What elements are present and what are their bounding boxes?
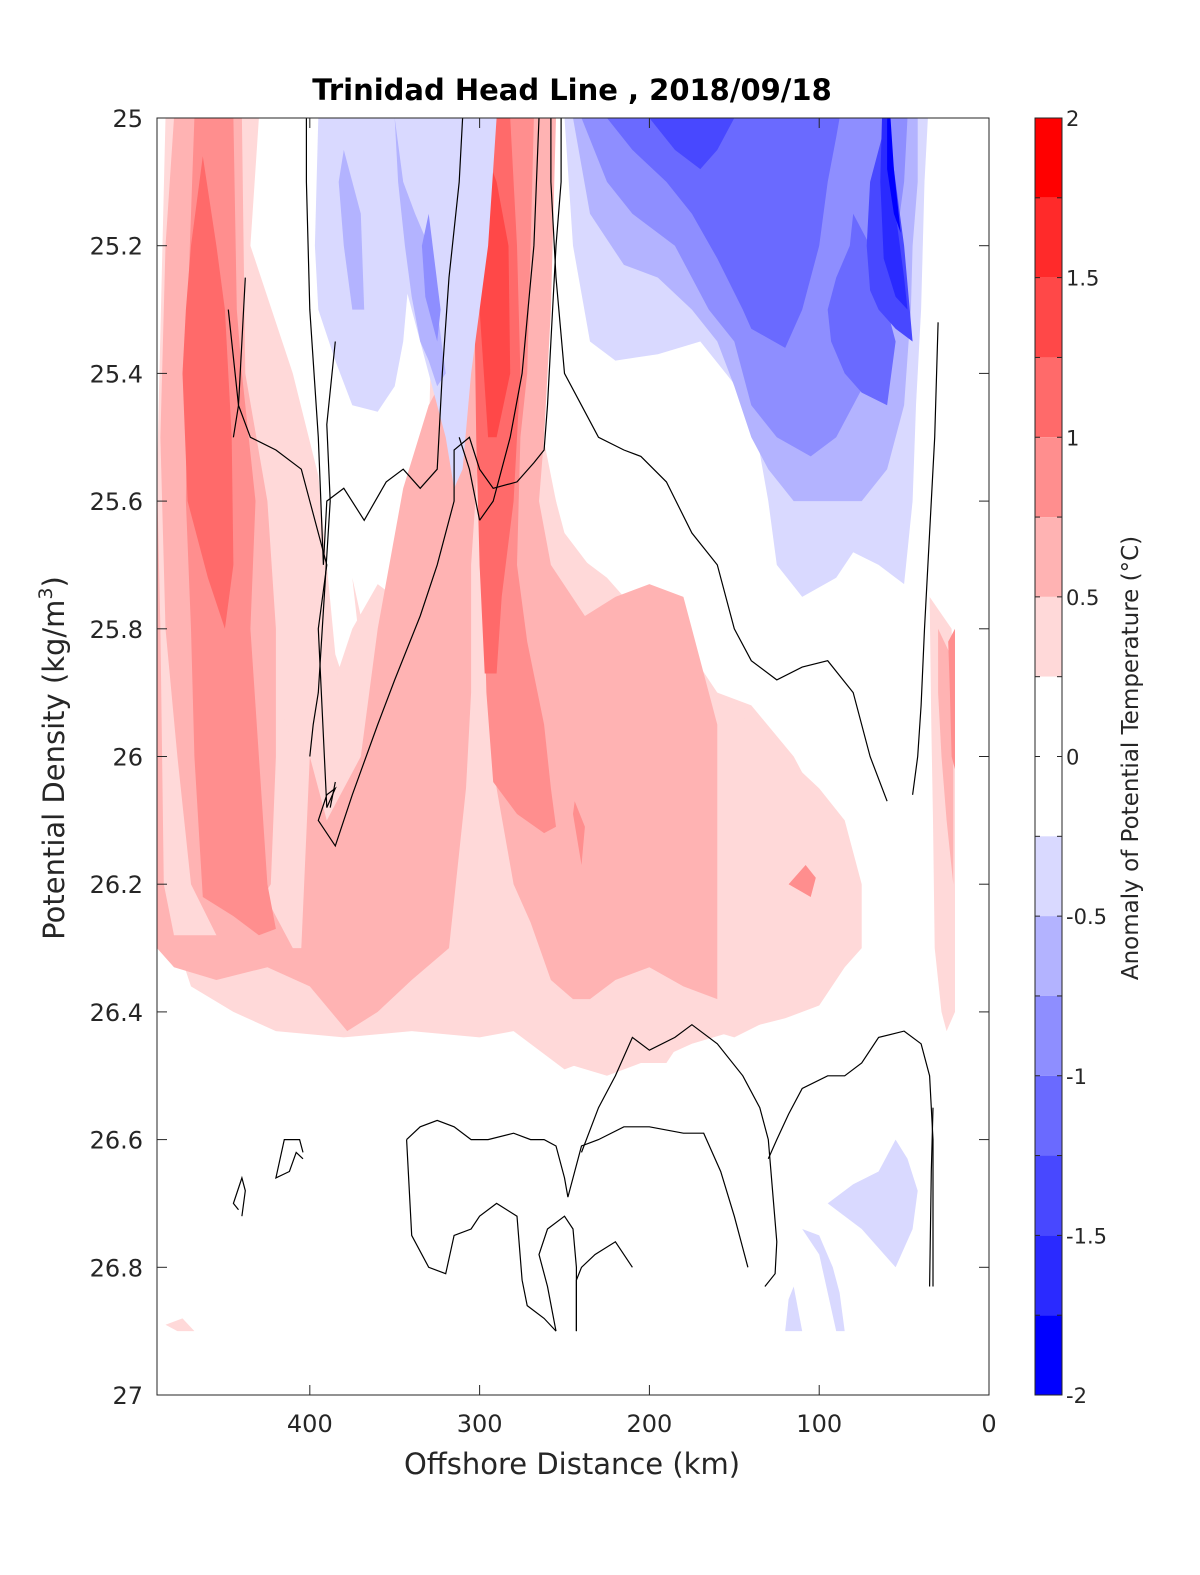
contour-region-7 [573,801,585,865]
colorbar-tick-label: -2 [1066,1384,1087,1408]
contour-region-12 [483,181,495,342]
zero-contour-line-9 [406,1139,557,1332]
zero-contour-line-6 [232,277,246,438]
y-axis-label-superscript: 3 [35,587,57,599]
colorbar-tick-label: 2 [1066,107,1079,131]
colorbar-tick-label: -1 [1066,1065,1087,1089]
x-tick-label: 200 [627,1410,673,1438]
colorbar-swatch-6 [1035,596,1062,677]
colorbar-tick-label: -0.5 [1066,905,1107,929]
contour-region-32 [802,1229,845,1332]
y-axis-label: Potential Density (kg/m3) [35,576,71,940]
y-axis: 25 25.2 25.4 25.6 25.8 26 26.2 26.4 26.6 26.8 27 [90,105,989,1410]
contour-region-8 [788,865,816,897]
x-tick-label: 300 [457,1410,503,1438]
y-tick-label: 25.2 [90,233,143,261]
zero-contour-line-3 [309,341,336,757]
zero-contour-layer [227,118,939,1332]
contour-region-27 [649,118,735,170]
contour-fill-layer [157,118,955,1332]
contour-region-30 [887,118,901,233]
zero-contour-line-2 [227,118,562,848]
y-tick-label: 26 [112,744,143,772]
y-tick-label: 25 [112,105,143,133]
y-tick-label: 26.4 [90,999,143,1027]
chart-title: Trinidad Head Line , 2018/09/18 [312,73,832,107]
colorbar-tick-label: 0.5 [1066,586,1099,610]
zero-contour-line-17 [550,118,888,802]
colorbar-swatch-9 [1035,916,1062,996]
x-axis: 400 300 200 100 0 [287,118,997,1438]
colorbar-swatch-14 [1035,1315,1062,1395]
x-tick-label: 0 [981,1410,996,1438]
y-tick-label: 25.6 [90,488,143,516]
contour-region-21 [338,149,365,310]
colorbar-swatch-13 [1035,1235,1062,1316]
zero-contour-line-8 [232,1175,246,1217]
colorbar-swatch-12 [1035,1155,1062,1236]
zero-contour-line-13 [580,1023,778,1287]
contour-region-33 [785,1286,803,1332]
contour-region-31 [827,1139,918,1268]
contour-region-9 [182,156,234,629]
zero-contour-line-16 [912,322,939,795]
colorbar-tick-label: 1.5 [1066,267,1099,291]
colorbar-swatch-2 [1035,277,1062,358]
zero-contour-line-14 [767,1030,934,1287]
zero-contour-line-15 [929,1107,934,1287]
zero-contour-line-4 [458,437,481,521]
colorbar-tick-label: 0 [1066,746,1079,770]
colorbar-ticks: 2 1.5 1 0.5 0 -0.5 -1 -1.5 -2 [1035,107,1107,1408]
y-tick-label: 26.8 [90,1254,143,1282]
contour-region-26 [827,213,896,406]
colorbar-swatch-11 [1035,1075,1062,1156]
colorbar-swatch-3 [1035,357,1062,438]
colorbar-label: Anomaly of Potential Temperature (°C) [1118,536,1144,980]
y-axis-label-close: ) [37,576,71,587]
contour-region-23 [421,213,441,342]
zero-contour-line-5 [329,781,336,808]
contour-region-15 [948,628,955,770]
contour-region-18 [314,118,412,412]
colorbar-swatch-10 [1035,995,1062,1076]
zero-contour-line-12 [575,1240,633,1332]
zero-contour-line-10 [406,1119,749,1268]
y-tick-label: 25.4 [90,360,143,388]
zero-contour-line-0 [305,118,464,565]
zero-contour-line-1 [479,118,540,521]
y-axis-label-main: Potential Density (kg/m [37,600,71,940]
colorbar [1035,118,1062,1395]
x-axis-label: Offshore Distance (km) [404,1447,740,1481]
zero-contour-line-7 [275,1138,304,1179]
colorbar-swatch-4 [1035,437,1062,518]
zero-contour-line-11 [538,1215,578,1332]
colorbar-swatch-8 [1035,836,1062,917]
colorbar-tick-label: 1 [1066,426,1079,450]
y-tick-label: 26.2 [90,871,143,899]
x-tick-label: 400 [287,1410,333,1438]
contour-region-2 [157,118,506,1032]
colorbar-tick-label: -1.5 [1066,1224,1107,1248]
y-tick-label: 26.6 [90,1127,143,1155]
contour-region-16 [165,1318,195,1332]
colorbar-swatch-1 [1035,197,1062,278]
colorbar-swatch-5 [1035,517,1062,597]
y-tick-label: 27 [112,1382,143,1410]
contour-region-14 [938,628,954,885]
y-tick-label: 25.8 [90,616,143,644]
colorbar-swatch-0 [1035,118,1062,198]
contour-region-25 [607,118,840,348]
x-tick-label: 100 [796,1410,842,1438]
